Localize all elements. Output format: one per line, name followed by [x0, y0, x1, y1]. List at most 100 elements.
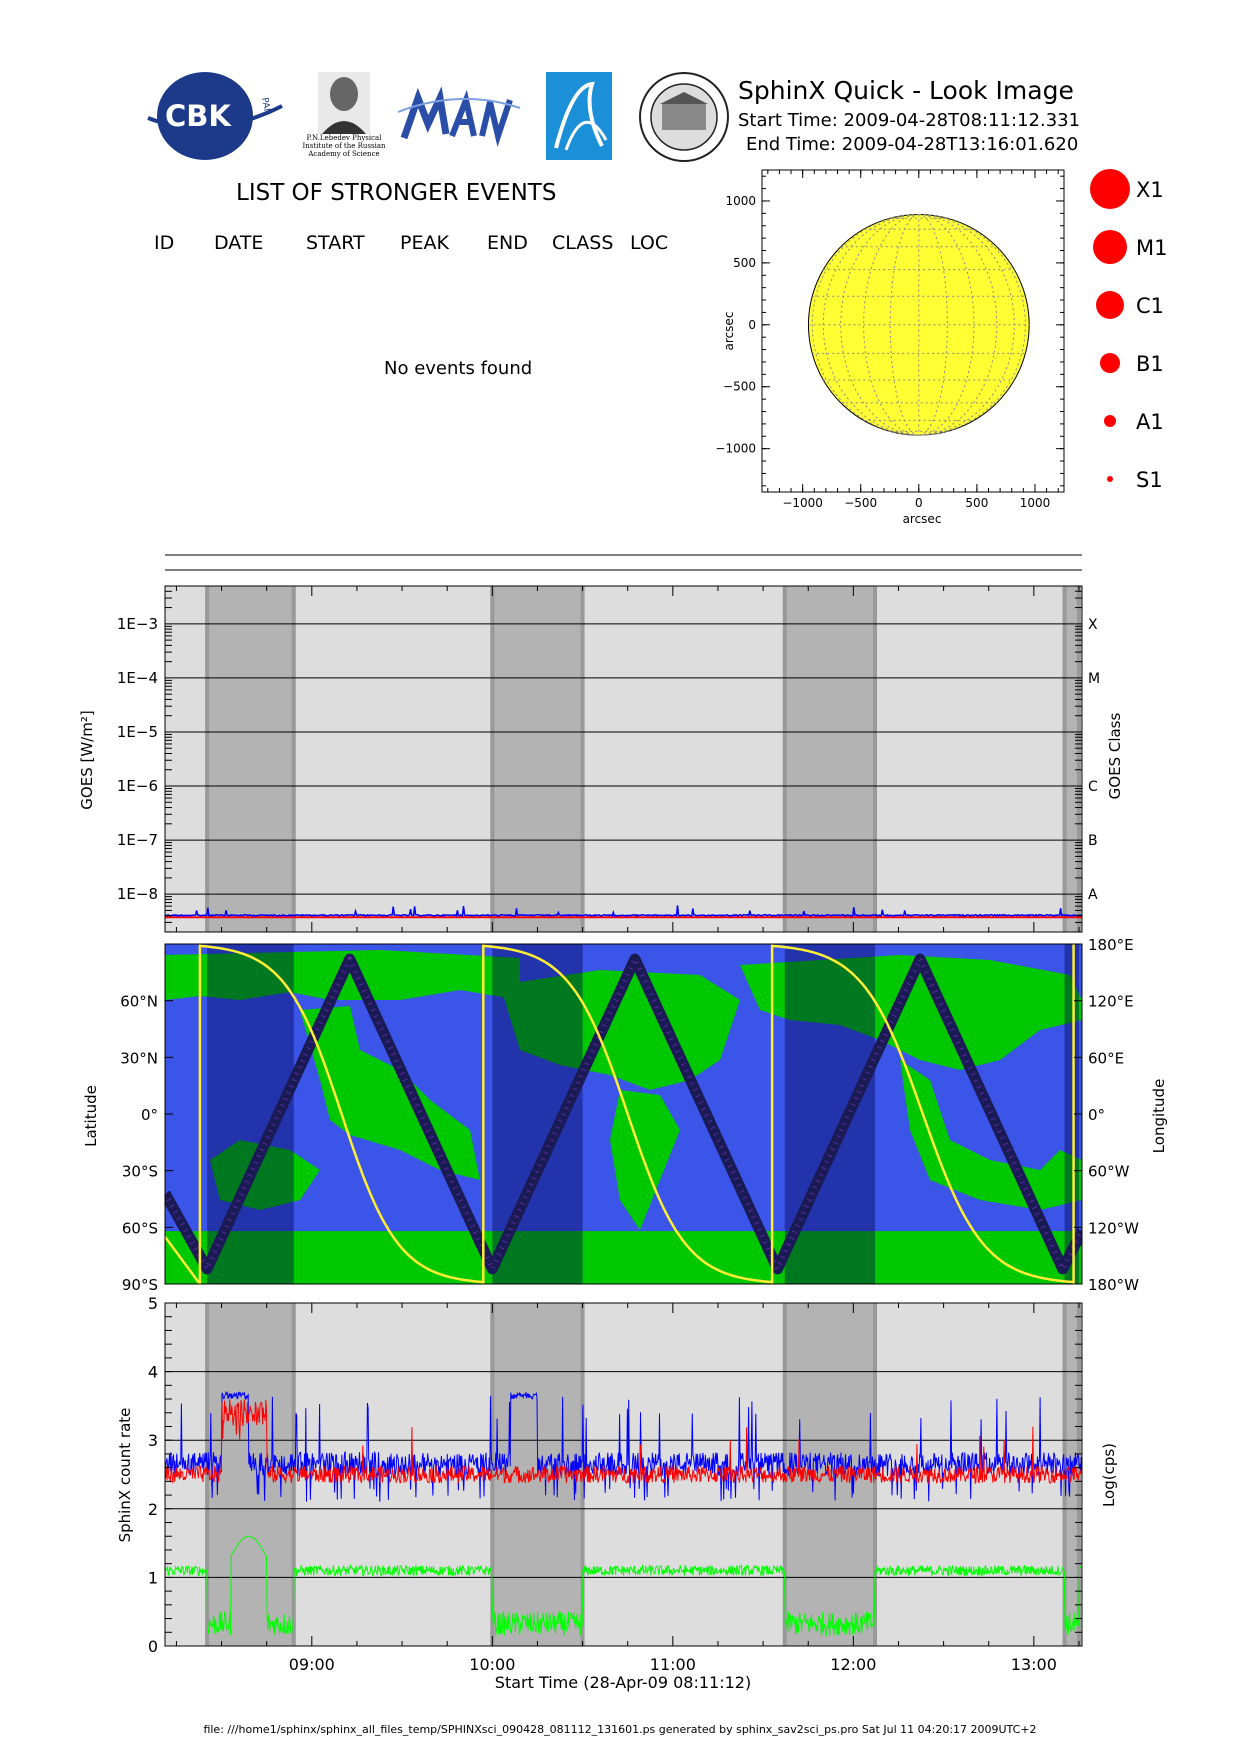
events-title: LIST OF STRONGER EVENTS [236, 180, 557, 206]
orbit-map-tick-labels: 90°S 60°S 30°S 0° 30°N 60°N 180°W 120°W 60°W 0° 60… [120, 936, 1139, 1294]
goes-class-label: X [1088, 617, 1098, 633]
goes-class-label: M [1088, 671, 1100, 687]
sun-ytick-label: −500 [723, 380, 756, 394]
count-rate-panel: 0 1 2 3 4 5 09:00 10:00 11:00 12:00 13:00 SphinX c… [116, 1294, 1118, 1692]
count-rate-xtick-label: 09:00 [289, 1655, 335, 1674]
land-antarctica [165, 1231, 1082, 1284]
orbit-longitude-track [772, 944, 1074, 1284]
lebedev-caption-box: P.N.Lebedev Physical Institute of the Ru… [302, 134, 386, 158]
goes-frame [164, 585, 1083, 933]
night-band-edge [873, 586, 878, 932]
orbit-longitude-track [199, 944, 484, 1284]
lon-tick-label: 0° [1088, 1106, 1105, 1124]
sun-ytick-label: 0 [748, 318, 756, 332]
count-rate-xtick-label: 12:00 [830, 1655, 876, 1674]
cbk-logo-text: CBK [165, 99, 232, 133]
count-rate-ytick-label: 1 [148, 1568, 158, 1587]
end-time: End Time: 2009-04-28T13:16:01.620 [746, 134, 1079, 155]
legend-label-a1: A1 [1136, 410, 1164, 434]
sun-xtick-label: 1000 [1020, 496, 1051, 510]
sun-xtick-label: −1000 [782, 496, 823, 510]
col-end: END [487, 232, 528, 254]
no-events-message: No events found [384, 358, 533, 379]
start-time: Start Time: 2009-04-28T08:11:12.331 [738, 110, 1081, 131]
goes-plot-area [165, 586, 1082, 932]
mian-logo [397, 86, 521, 147]
lat-tick-label: 30°N [120, 1049, 158, 1067]
orbit-longitude-track [165, 1236, 201, 1284]
sun-xtick-label: 500 [965, 496, 988, 510]
col-loc: LOC [630, 232, 669, 254]
legend-marker-m1 [1093, 230, 1127, 264]
goes-tick-label: 1E−5 [117, 723, 158, 741]
mian-logo-stroke-1 [400, 86, 450, 140]
night-band-edge [291, 586, 296, 932]
legend-marker-x1 [1090, 169, 1130, 209]
legend-label-b1: B1 [1136, 352, 1164, 376]
goes-tick-label: 1E−8 [117, 885, 158, 903]
legend-label-c1: C1 [1136, 294, 1164, 318]
count-rate-xtick-label: 11:00 [650, 1655, 696, 1674]
lat-tick-label: 0° [141, 1106, 158, 1124]
solar-disk-grid [808, 213, 1030, 436]
lon-tick-label: 60°E [1088, 1049, 1124, 1067]
land-mass [740, 955, 1082, 1070]
lebedev-caption: P.N.Lebedev Physical Institute of the Ru… [302, 134, 386, 158]
count-rate-ylabel: SphinX count rate [116, 1408, 134, 1543]
night-band-edge [490, 586, 495, 932]
legend-label-s1: S1 [1136, 468, 1163, 492]
goes-series-short [165, 905, 1082, 918]
count-rate-ylabel-right: Log(cps) [1100, 1443, 1118, 1507]
count-rate-minor-ticks [165, 1303, 1082, 1646]
cbk-logo: CBK PAN [147, 72, 283, 160]
orbit-map-ylabel-right: Longitude [1150, 1079, 1168, 1154]
solar-disk-ticks: −1000 −500 0 500 1000 −1000 −500 0 500 1000 [715, 170, 1064, 510]
flare-class-legend: X1 M1 C1 B1 A1 S1 [1090, 169, 1167, 492]
count-rate-series [165, 1390, 1082, 1637]
lat-tick-label: 90°S [122, 1276, 158, 1294]
sun-ytick-label: 1000 [725, 194, 756, 208]
goes-class-label: C [1088, 779, 1098, 795]
goes-panel: 1E−8 1E−7 1E−6 1E−5 1E−4 1E−3 A B C M X GOES [W/m²… [78, 585, 1124, 933]
night-band-edge [782, 586, 787, 932]
night-band [784, 586, 876, 932]
col-class: CLASS [552, 232, 614, 254]
lat-tick-label: 30°S [122, 1163, 158, 1181]
legend-marker-c1 [1096, 291, 1124, 319]
night-band [1064, 586, 1079, 932]
roscosmos-logo [546, 72, 612, 160]
goes-ylabel: GOES [W/m²] [78, 710, 96, 809]
solar-disk-panel: −1000 −500 0 500 1000 −1000 −500 0 500 1000 arcse… [715, 169, 1065, 526]
col-peak: PEAK [400, 232, 449, 254]
col-id: ID [154, 232, 175, 254]
count-rate-xtick-label: 13:00 [1011, 1655, 1057, 1674]
map-night-band [1064, 944, 1079, 1284]
count-rate-xtick-label: 10:00 [469, 1655, 515, 1674]
lon-tick-label: 120°W [1088, 1219, 1139, 1237]
night-band-edge [205, 586, 210, 932]
night-band-edge [490, 1303, 495, 1646]
mian-logo-stroke-2 [449, 89, 477, 138]
goes-tick-label: 1E−7 [117, 831, 158, 849]
solar-disk-xlabel: arcsec [903, 512, 942, 526]
lat-tick-label: 60°N [120, 993, 158, 1011]
legend-marker-s1 [1107, 476, 1113, 482]
col-start: START [306, 232, 365, 254]
goes-class-label: A [1088, 887, 1098, 903]
orbit-longitude-track [483, 944, 773, 1284]
roscosmos-logo-arc-2 [564, 120, 608, 151]
lebedev-portrait-head [330, 77, 358, 111]
count-rate-ytick-label: 2 [148, 1500, 158, 1519]
seal-roof [660, 92, 708, 104]
lon-tick-label: 120°E [1088, 993, 1134, 1011]
footer-note: file: ///home1/sphinx/sphinx_all_files_t… [203, 1723, 1037, 1736]
legend-marker-b1 [1100, 353, 1120, 373]
orbit-map-tracks [165, 944, 1082, 1284]
legend-label-m1: M1 [1136, 236, 1167, 260]
sun-meridian [918, 213, 1026, 436]
count-rate-ytick-label: 5 [148, 1294, 158, 1313]
goes-ylabel-right: GOES Class [1106, 712, 1124, 799]
goes-series [165, 905, 1082, 919]
orbit-map-ylabel: Latitude [82, 1085, 100, 1147]
